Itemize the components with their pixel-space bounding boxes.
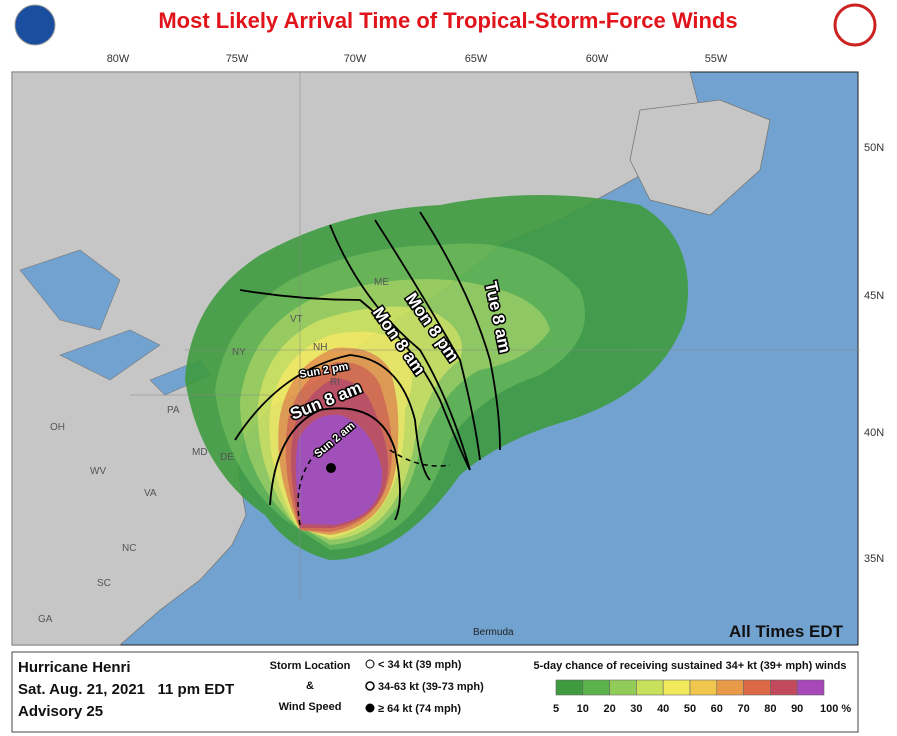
scale-swatch <box>582 679 610 696</box>
lat-label: 40N <box>864 427 884 439</box>
time-note: All Times EDT <box>729 622 844 641</box>
lat-label: 50N <box>864 142 884 154</box>
scale-swatch <box>770 679 798 696</box>
place-label: MD <box>192 447 208 458</box>
color-scale: 5 10 20 30 40 50 60 70 80 90 100 % <box>553 679 851 715</box>
probability-zones <box>185 195 688 560</box>
place-label: SC <box>97 578 111 589</box>
lon-label: 65W <box>465 53 488 65</box>
map: 80W 75W 70W 65W 60W 55W 50N 45N 40N 35N … <box>11 53 884 646</box>
dashed-line <box>297 439 451 526</box>
time-line <box>374 219 481 461</box>
place-label: NY <box>232 347 246 358</box>
storm-name: Hurricane Henri <box>18 659 131 676</box>
lon-label: 80W <box>107 53 130 65</box>
lon-label: 75W <box>226 53 249 65</box>
lat-label: 45N <box>864 290 884 302</box>
storm-legend-title: Wind Speed <box>279 701 342 713</box>
scale-swatch <box>689 679 718 696</box>
scale-tick-label: 30 <box>630 703 642 715</box>
place-label: WV <box>90 466 106 477</box>
time-line <box>269 407 401 521</box>
storm-icon <box>365 703 375 713</box>
nws-logo <box>833 3 877 47</box>
lon-label: 55W <box>705 53 728 65</box>
scale-tick-label: 40 <box>657 703 669 715</box>
scale-tick-label: 50 <box>684 703 696 715</box>
advisory: Advisory 25 <box>18 703 103 720</box>
place-label: Bermuda <box>473 627 514 638</box>
scale-tick-label: 100 % <box>820 703 851 715</box>
noaa-logo <box>14 4 56 46</box>
time-line <box>329 224 471 471</box>
place-label: OH <box>50 422 65 433</box>
footer: Hurricane Henri Sat. Aug. 21, 2021 11 pm… <box>11 651 859 733</box>
scale-tick-label: 60 <box>711 703 723 715</box>
scale-tick-label: 10 <box>577 703 589 715</box>
newfoundland <box>629 99 771 216</box>
scale-swatch <box>636 679 664 696</box>
storm-legend-title: & <box>306 680 314 692</box>
place-label: ME <box>374 277 389 288</box>
storm-legend-title: Storm Location <box>270 660 351 672</box>
lat-label: 35N <box>864 553 884 565</box>
scale-title: 5-day chance of receiving sustained 34+ … <box>534 660 847 672</box>
scale-swatch <box>796 679 825 696</box>
place-label: VT <box>290 314 303 325</box>
storm-legend-item: < 34 kt (39 mph) <box>378 659 462 671</box>
lon-label: 60W <box>586 53 609 65</box>
storm-symbol <box>326 463 336 473</box>
scale-swatch <box>609 679 637 696</box>
time-line <box>419 211 501 451</box>
scale-tick-label: 80 <box>764 703 776 715</box>
place-label: GA <box>38 614 53 625</box>
storm-legend-item: ≥ 64 kt (74 mph) <box>378 703 461 715</box>
place-label: RI <box>330 377 340 388</box>
place-label: DE <box>220 452 234 463</box>
place-label: NC <box>122 543 136 554</box>
scale-swatch <box>743 679 771 696</box>
scale-tick-label: 5 <box>553 703 559 715</box>
storm-legend-item: 34-63 kt (39-73 mph) <box>378 681 484 693</box>
place-label: MA <box>336 362 351 373</box>
borders <box>130 72 860 600</box>
storm-icon <box>365 659 375 669</box>
time-line <box>239 289 471 471</box>
place-label: VA <box>144 488 157 499</box>
storm-icon <box>365 681 375 691</box>
scale-swatch <box>662 679 691 696</box>
scale-swatch <box>555 679 584 696</box>
time-line <box>234 354 431 481</box>
scale-tick-label: 20 <box>603 703 615 715</box>
title: Most Likely Arrival Time of Tropical-Sto… <box>158 8 737 33</box>
place-label: PA <box>167 405 180 416</box>
lon-label: 70W <box>344 53 367 65</box>
issued: Sat. Aug. 21, 2021 11 pm EDT <box>18 681 234 698</box>
scale-swatch <box>716 679 744 696</box>
place-label: NH <box>313 342 327 353</box>
scale-tick-label: 70 <box>737 703 749 715</box>
scale-tick-label: 90 <box>791 703 803 715</box>
